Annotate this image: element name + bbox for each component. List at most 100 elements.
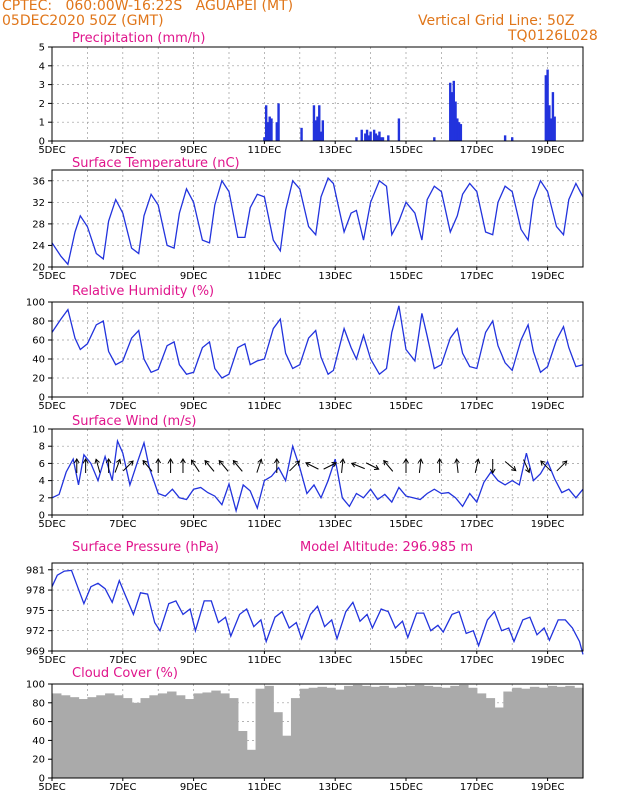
precipitation-bar (319, 131, 323, 141)
wind-arrow-head (489, 468, 496, 474)
cloud-cover-panel: 0 20 40 60 80 100 5DEC 7DEC 9DEC 11DEC 13DEC 15DEC 1… (26, 666, 584, 793)
cloud-cover-bar (87, 697, 97, 778)
precipitation-bar (268, 116, 271, 141)
cloud-cover-bar (52, 693, 62, 778)
precipitation-bar (277, 103, 280, 141)
wind-arrow-shaft (114, 459, 121, 473)
cloud-cover-bar (131, 702, 142, 778)
humidity-xtick-label: 11DEC (248, 401, 282, 412)
precipitation-bar (450, 92, 454, 141)
pressure-annotation: Model Altitude: 296.985 m (300, 540, 473, 555)
wind-xtick-label: 13DEC (318, 519, 352, 530)
precipitation-bar (321, 120, 325, 141)
cloud-cover-bar (467, 687, 478, 778)
pressure-ytick-label: 978 (26, 586, 45, 597)
cloud-cover-ytick-label: 0 (39, 774, 45, 785)
wind-arrow-shaft (289, 460, 300, 472)
cloud-cover-xtick-label: 15DEC (389, 782, 423, 793)
cloud-cover-bar (140, 698, 150, 778)
cloud-cover-xtick-label: 9DEC (180, 782, 207, 793)
precipitation-bar (263, 137, 266, 141)
cloud-cover-bar (122, 698, 133, 778)
temperature-xtick-label: 5DEC (38, 271, 65, 282)
humidity-panel: 0 20 40 60 80 100 5DEC 7DEC 9DEC 11DEC 13DEC 15DEC 1… (26, 284, 584, 412)
cloud-cover-bar (282, 735, 292, 778)
temperature-ytick-label: 24 (32, 241, 45, 252)
wind-arrow-shaft (256, 459, 262, 473)
precipitation-ytick-label: 3 (39, 80, 45, 91)
cloud-cover-bar (220, 693, 230, 778)
humidity-xtick-label: 13DEC (318, 401, 352, 412)
precipitation-bar (372, 129, 376, 141)
temperature-xtick-label: 15DEC (389, 271, 423, 282)
precipitation-bar (376, 135, 379, 141)
wind-arrow-shaft (351, 462, 365, 470)
pressure-xtick-label: 17DEC (460, 655, 494, 666)
temperature-ytick-label: 20 (32, 263, 45, 274)
temperature-xtick-label: 19DEC (531, 271, 565, 282)
wind-title: Surface Wind (m/s) (72, 414, 196, 429)
wind-ytick-label: 10 (32, 425, 45, 436)
precipitation-bar (270, 118, 273, 141)
pressure-ytick-label: 969 (26, 647, 45, 658)
wind-arrow-shaft (305, 462, 319, 470)
cloud-cover-bar (167, 691, 177, 778)
precipitation-ytick-label: 5 (39, 43, 45, 54)
precipitation-bar (551, 92, 555, 141)
cloud-cover-bar (317, 686, 327, 778)
temperature-series-line (51, 176, 584, 266)
wind-arrow-head (128, 460, 134, 466)
precipitation-bar (546, 69, 549, 141)
wind-arrow-shaft (556, 460, 568, 472)
wind-series-line (51, 438, 584, 514)
precipitation-bar (275, 122, 278, 141)
precipitation-bar (381, 137, 385, 141)
cloud-cover-bar (521, 688, 531, 778)
precipitation-bar (397, 118, 401, 141)
precipitation-bar (454, 101, 457, 141)
cloud-cover-bar (175, 695, 186, 778)
wind-arrows (73, 458, 568, 474)
wind-xtick-label: 17DEC (460, 519, 494, 530)
wind-ytick-label: 8 (39, 442, 45, 453)
wind-arrow-shaft (365, 462, 379, 470)
wind-arrow-head (180, 458, 186, 464)
wind-frame (51, 428, 584, 516)
precipitation-bar (314, 120, 317, 141)
humidity-ytick-label: 40 (32, 355, 45, 366)
wind-ytick-label: 0 (39, 511, 45, 522)
temperature-title: Surface Temperature (nC) (72, 156, 240, 171)
precipitation-bar (369, 131, 372, 141)
humidity-xtick-label: 9DEC (180, 401, 207, 412)
wind-arrow-head (403, 458, 409, 464)
wind-arrow-shaft (540, 460, 552, 472)
wind-arrow-head (373, 464, 380, 470)
precipitation-ytick-label: 2 (39, 99, 45, 110)
wind-arrow-head (273, 458, 280, 464)
pressure-ytick-label: 975 (26, 606, 45, 617)
pressure-series-line (51, 569, 584, 655)
pressure-xtick-label: 7DEC (109, 655, 136, 666)
temperature-ytick-label: 32 (32, 198, 45, 209)
wind-arrow-shaft (204, 460, 215, 472)
wind-arrow-head (105, 458, 112, 464)
precipitation-ytick-label: 0 (39, 137, 45, 148)
wind-arrow-shaft (383, 460, 394, 472)
wind-arrow-shaft (142, 460, 153, 472)
humidity-series-line (51, 305, 584, 379)
cloud-cover-bar (158, 693, 168, 778)
temperature-frame (51, 169, 584, 268)
precipitation-bar (367, 135, 371, 141)
cloud-cover-bar (459, 684, 469, 778)
cloud-cover-bar (229, 698, 239, 778)
precipitation-bar (549, 118, 553, 141)
cloud-cover-bar (60, 695, 71, 778)
wind-arrow-head (232, 459, 238, 466)
cloud-cover-bar (246, 749, 257, 778)
wind-arrow-head (142, 459, 148, 466)
wind-xtick-label: 15DEC (389, 519, 423, 530)
cloud-cover-bar (388, 687, 398, 778)
pressure-panel: 969 972 975 978 981 5DEC 7DEC 9DEC 11DEC 13DEC 15D… (26, 540, 584, 666)
cloud-cover-bar (78, 699, 88, 778)
wind-arrow-head (436, 458, 443, 464)
